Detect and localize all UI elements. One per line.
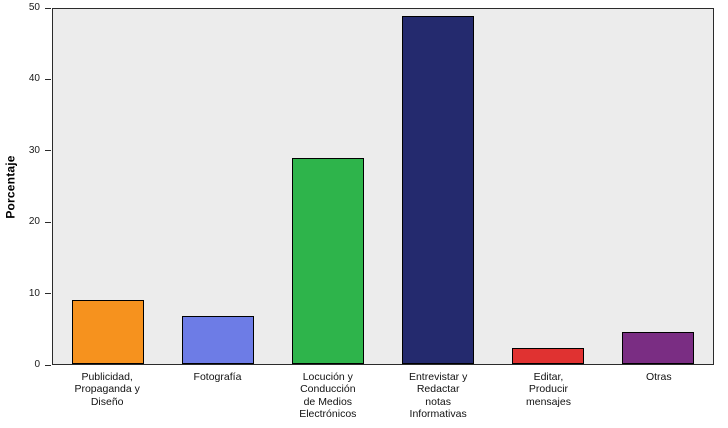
y-tick-mark <box>45 293 51 295</box>
bar-slot <box>53 9 163 364</box>
y-tick-mark <box>45 364 51 366</box>
bar <box>622 332 694 364</box>
x-category-label: Entrevistar y Redactar notas Informativa… <box>408 371 468 421</box>
bar <box>72 300 144 364</box>
y-tick-mark <box>45 221 51 223</box>
y-tick-mark <box>45 7 51 9</box>
x-category-label: Editar, Producir mensajes <box>526 371 571 408</box>
y-tick-label: 20 <box>28 216 40 228</box>
y-axis-ticks: 0 10 20 30 40 50 <box>0 3 52 370</box>
bar <box>182 316 254 364</box>
bar <box>402 16 474 364</box>
y-tick-label: 0 <box>34 359 40 370</box>
bar <box>292 158 364 364</box>
bar-slot <box>163 9 273 364</box>
bar-slot <box>273 9 383 364</box>
y-tick-mark <box>45 78 51 80</box>
plot-area <box>52 8 714 365</box>
y-tick-label: 50 <box>28 2 40 13</box>
x-category-label: Publicidad, Propaganda y Diseño <box>74 371 140 408</box>
y-tick-label: 40 <box>28 73 40 85</box>
bar-slot <box>383 9 493 364</box>
bar-slot <box>493 9 603 364</box>
y-tick-mark <box>45 150 51 152</box>
y-tick-label: 30 <box>28 144 40 156</box>
x-axis-labels: Publicidad, Propaganda y Diseño Fotografí… <box>52 371 714 421</box>
x-category-label: Fotografía <box>193 371 242 383</box>
bar-slot <box>603 9 713 364</box>
x-category-label: Locución y Conducción de Medios Electrón… <box>299 371 357 421</box>
x-category-label: Otras <box>645 371 672 383</box>
y-tick-label: 10 <box>28 287 40 299</box>
bar <box>512 348 584 364</box>
